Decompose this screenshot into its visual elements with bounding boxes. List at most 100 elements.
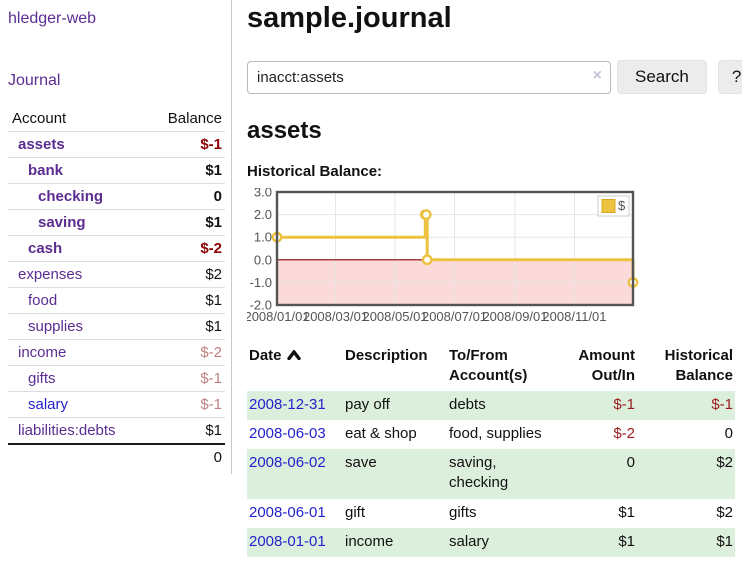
register-header-date[interactable]: Date — [247, 344, 343, 391]
register-description-cell: pay off — [345, 395, 390, 413]
y-axis-tick-label: 2.0 — [254, 207, 272, 222]
legend-label: $ — [618, 198, 626, 213]
register-table: Date Description To/From Account(s) Amou… — [247, 344, 735, 557]
register-header-description: Description — [345, 347, 428, 364]
accounts-table: Account Balance assets $-1 bank $1 checking 0… — [8, 106, 225, 470]
app-title-link[interactable]: hledger-web — [8, 10, 97, 27]
transaction-date-link[interactable]: 2008-06-01 — [249, 503, 326, 521]
account-row: supplies $1 — [8, 313, 225, 340]
page-title: sample.journal — [247, 2, 452, 34]
sidebar-item-journal[interactable]: Journal — [8, 72, 61, 89]
y-axis-tick-label: 0.0 — [254, 252, 272, 267]
register-date-cell: 2008-06-03 — [247, 420, 343, 449]
account-balance: $1 — [147, 417, 225, 444]
accounts-header-row: Account Balance — [8, 106, 225, 132]
account-balance: $1 — [147, 209, 225, 236]
register-balance-cell: $2 — [716, 454, 733, 471]
sidebar: hledger-web Journal Account Balance asse… — [0, 0, 232, 474]
account-balance: $1 — [147, 157, 225, 184]
register-accounts-cell: debts — [449, 395, 486, 413]
account-balance: $-1 — [147, 131, 225, 158]
account-balance: $-1 — [147, 365, 225, 392]
register-amount-cell: $1 — [618, 532, 635, 550]
account-link-salary[interactable]: salary — [28, 396, 69, 413]
register-row: 2008-06-03 eat & shop food, supplies $-2 0 — [247, 420, 735, 449]
account-balance: 0 — [147, 183, 225, 210]
transaction-date-link[interactable]: 2008-12-31 — [249, 395, 326, 413]
register-accounts-cell: gifts — [449, 503, 477, 521]
y-axis-tick-label: 3.0 — [254, 188, 272, 200]
account-balance: $1 — [147, 287, 225, 314]
account-link-expenses[interactable]: expenses — [18, 266, 83, 283]
data-point-marker — [420, 209, 432, 221]
x-axis-tick-label: 2008/03/01 — [303, 309, 368, 324]
search-form: × Search ? — [247, 60, 742, 94]
account-row: income $-2 — [8, 339, 225, 366]
account-link-assets[interactable]: assets — [18, 136, 65, 153]
register-amount-cell: 0 — [626, 454, 635, 471]
register-row: 2008-06-02 save saving, checking 0 $2 — [247, 449, 735, 499]
account-link-checking[interactable]: checking — [38, 188, 104, 205]
accounts-total-row: 0 — [8, 443, 225, 470]
register-date-cell: 2008-01-01 — [247, 528, 343, 557]
register-description-cell: eat & shop — [345, 424, 417, 442]
transaction-date-link[interactable]: 2008-06-02 — [249, 454, 326, 471]
x-axis-tick-label: 2008/05/01 — [362, 309, 427, 324]
register-balance-cell: $2 — [716, 503, 733, 521]
account-row: assets $-1 — [8, 131, 225, 158]
account-row: saving $1 — [8, 209, 225, 236]
register-amount-cell: $-2 — [613, 424, 635, 442]
account-row: cash $-2 — [8, 235, 225, 262]
transaction-date-link[interactable]: 2008-06-03 — [249, 424, 326, 442]
accounts-header-account: Account — [12, 110, 67, 127]
y-axis-tick-label: -2.0 — [250, 298, 272, 313]
account-row: gifts $-1 — [8, 365, 225, 392]
account-balance: $-2 — [147, 339, 225, 366]
register-date-cell: 2008-12-31 — [247, 391, 343, 420]
account-row: checking 0 — [8, 183, 225, 210]
register-date-cell: 2008-06-02 — [247, 449, 343, 499]
page: hledger-web Journal Account Balance asse… — [0, 0, 742, 557]
register-balance-cell: $-1 — [711, 395, 733, 413]
register-row: 2008-01-01 income salary $1 $1 — [247, 527, 735, 557]
search-button[interactable]: Search — [617, 60, 707, 94]
register-amount-cell: $-1 — [613, 395, 635, 413]
transaction-date-link[interactable]: 2008-01-01 — [249, 532, 326, 550]
x-axis-tick-label: 2008/07/01 — [422, 309, 487, 324]
register-description-cell: income — [345, 532, 394, 550]
register-row: 2008-12-31 pay off debts $-1 $-1 — [247, 390, 735, 420]
account-row: liabilities:debts $1 — [8, 417, 225, 444]
main-content: sample.journal × Search ? assets Histori… — [232, 0, 742, 557]
register-balance-cell: 0 — [724, 424, 733, 442]
register-accounts-cell: salary — [449, 532, 490, 550]
data-point-marker — [421, 254, 433, 266]
account-link-saving[interactable]: saving — [38, 214, 86, 231]
sidebar-accounts-body: assets $-1 bank $1 checking 0 saving $1 cash $-2 e… — [8, 131, 225, 444]
clear-search-icon[interactable]: × — [592, 66, 602, 84]
register-header-accounts: To/From Account(s) — [449, 347, 528, 385]
y-axis-tick-label: -1.0 — [250, 275, 272, 290]
account-link-supplies[interactable]: supplies — [28, 318, 84, 335]
account-link-bank[interactable]: bank — [28, 162, 64, 179]
account-heading: assets — [247, 117, 322, 144]
account-link-gifts[interactable]: gifts — [28, 370, 56, 387]
search-box: × — [247, 60, 611, 94]
account-link-income[interactable]: income — [18, 344, 67, 361]
register-row: 2008-06-01 gift gifts $1 $2 — [247, 499, 735, 528]
x-axis-tick-label: 2008/11/01 — [542, 309, 606, 324]
account-balance: $1 — [147, 313, 225, 340]
account-link-liabilities-debts[interactable]: liabilities:debts — [18, 422, 116, 439]
search-input[interactable] — [247, 60, 611, 94]
historical-balance-chart: $3.0 2.0 1.0 0.0 -1.0 -2.02008/01/012008/03/0… — [247, 188, 639, 324]
chart-title: Historical Balance: — [247, 163, 383, 180]
account-link-cash[interactable]: cash — [28, 240, 63, 257]
account-link-food[interactable]: food — [28, 292, 58, 309]
register-description-cell: save — [345, 454, 377, 471]
x-axis-tick-label: 2008/01/01 — [247, 309, 310, 324]
help-button[interactable]: ? — [717, 60, 742, 94]
account-balance: $-2 — [147, 235, 225, 262]
register-description-cell: gift — [345, 503, 366, 521]
accounts-total-spacer — [8, 443, 148, 470]
account-balance: $2 — [147, 261, 225, 288]
register-date-cell: 2008-06-01 — [247, 499, 343, 528]
